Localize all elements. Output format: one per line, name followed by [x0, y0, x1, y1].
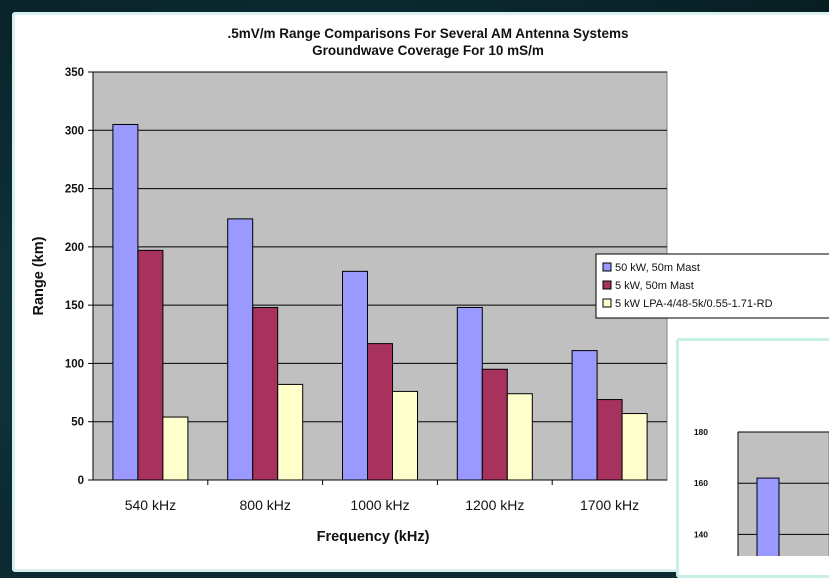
x-axis-label: Frequency (kHz): [317, 529, 430, 545]
x-tick-label: 1000 kHz: [350, 497, 409, 513]
bar: [137, 249, 164, 481]
y-tick-labels: 0 50 100 150 200 250 300 350: [65, 67, 84, 487]
legend-swatch: [602, 262, 612, 272]
y-tick-label: 0: [78, 475, 84, 487]
y-tick-label: 200: [65, 242, 84, 254]
x-tick-label: 1700 kHz: [580, 497, 639, 513]
bar: [506, 393, 533, 481]
legend-label: 5 kW LPA-4/48-5k/0.55-1.71-RD: [615, 298, 773, 310]
bar: [392, 390, 418, 481]
y-tick-label: 140: [694, 529, 708, 539]
legend-box: [595, 253, 829, 319]
bar: [112, 123, 139, 481]
bar: [277, 383, 304, 481]
main-chart: .5mV/m Range Comparisons For Several AM …: [31, 26, 829, 545]
bar: [456, 306, 483, 481]
bar: [252, 306, 279, 481]
chart-subtitle: Groundwave Coverage For 10 mS/m: [312, 43, 544, 58]
y-tick-label: 50: [71, 417, 84, 429]
secondary-y-tick-labels: 180 160 140: [694, 427, 708, 539]
y-axis-label: Range (km): [31, 236, 47, 315]
bar: [227, 218, 254, 481]
secondary-bars: [756, 477, 780, 556]
secondary-chart: 180 160 140: [694, 427, 829, 556]
x-tick-label: 800 kHz: [240, 497, 291, 513]
bar: [756, 477, 780, 556]
bars: [112, 123, 648, 481]
y-tick-label: 180: [694, 427, 708, 437]
x-tick-label: 540 kHz: [125, 497, 176, 513]
secondary-plot-area: [737, 431, 829, 556]
legend-label: 5 kW, 50m Mast: [615, 280, 694, 292]
legend-swatch: [602, 280, 612, 290]
bar: [621, 413, 648, 481]
bar: [571, 350, 598, 481]
legend-swatch: [602, 298, 612, 308]
y-tick-label: 300: [65, 125, 84, 137]
chart-title: .5mV/m Range Comparisons For Several AM …: [227, 26, 628, 41]
y-tick-label: 150: [65, 300, 84, 312]
x-tick-labels: 540 kHz 800 kHz 1000 kHz 1200 kHz 1700 kHz: [125, 497, 639, 513]
y-tick-label: 250: [65, 184, 84, 196]
y-tick-label: 350: [65, 67, 84, 79]
y-tick-label: 160: [694, 478, 708, 488]
legend-label: 50 kW, 50m Mast: [615, 262, 700, 274]
secondary-gridlines: [737, 431, 829, 556]
y-tick-label: 100: [65, 358, 84, 370]
x-tick-label: 1200 kHz: [465, 497, 524, 513]
legend: 50 kW, 50m Mast 5 kW, 50m Mast 5 kW LPA-4/…: [595, 253, 829, 319]
bar: [162, 416, 189, 481]
